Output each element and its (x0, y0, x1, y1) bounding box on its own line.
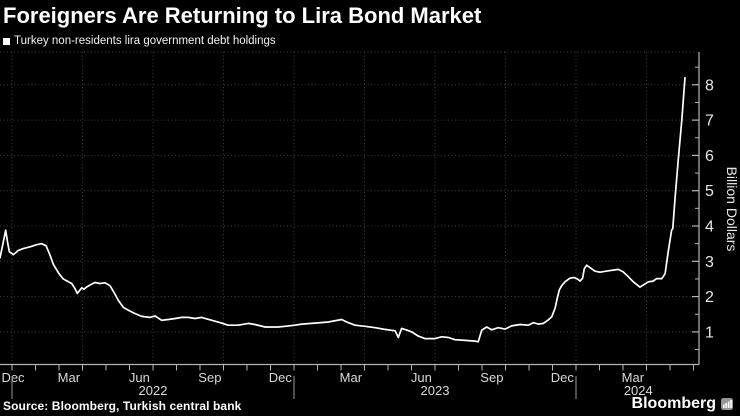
legend: Turkey non-residents lira government deb… (3, 35, 276, 48)
svg-text:Mar: Mar (622, 370, 645, 385)
series (0, 76, 686, 343)
svg-text:Sep: Sep (198, 370, 221, 385)
y-axis-ticks (692, 66, 699, 351)
svg-text:Mar: Mar (58, 370, 81, 385)
svg-text:4: 4 (705, 219, 714, 236)
svg-text:8: 8 (705, 77, 714, 94)
svg-text:2: 2 (705, 289, 714, 306)
svg-text:Mar: Mar (340, 370, 363, 385)
x-month-labels: Dec Mar Jun Sep Dec Mar Jun Sep Dec Mar (1, 370, 644, 385)
svg-text:2023: 2023 (421, 383, 450, 398)
x-year-dividers (11, 376, 577, 399)
page-title: Foreigners Are Returning to Lira Bond Ma… (3, 3, 482, 28)
legend-label: Turkey non-residents lira government deb… (14, 35, 276, 47)
svg-text:6: 6 (705, 148, 714, 165)
source-note: Source: Bloomberg, Turkish central bank (3, 399, 242, 413)
series-line (0, 76, 686, 343)
svg-text:2024: 2024 (624, 383, 653, 398)
svg-text:Jun: Jun (129, 370, 150, 385)
axes (0, 52, 700, 366)
svg-text:1: 1 (705, 324, 714, 341)
y-tick-labels: 1 2 3 4 5 6 7 8 (705, 77, 714, 341)
bloomberg-logo: Bloomberg (632, 395, 733, 413)
bloomberg-wordmark: Bloomberg (631, 395, 716, 412)
x-axis-ticks (11, 364, 694, 371)
x-year-labels: 2022 2023 2024 (139, 383, 653, 398)
svg-text:Dec: Dec (269, 370, 293, 385)
svg-text:5: 5 (705, 183, 714, 200)
svg-text:Jun: Jun (411, 370, 432, 385)
svg-text:2022: 2022 (139, 383, 168, 398)
y-axis-title: Billion Dollars (724, 167, 740, 252)
svg-text:Dec: Dec (551, 370, 575, 385)
svg-text:Sep: Sep (480, 370, 503, 385)
svg-text:Billion Dollars: Billion Dollars (724, 167, 740, 252)
svg-text:7: 7 (705, 113, 714, 130)
grid-horizontal (0, 51, 699, 333)
svg-text:Dec: Dec (1, 370, 25, 385)
legend-marker-icon (3, 38, 10, 45)
bloomberg-logo-icon (721, 398, 733, 410)
svg-text:3: 3 (705, 254, 714, 271)
